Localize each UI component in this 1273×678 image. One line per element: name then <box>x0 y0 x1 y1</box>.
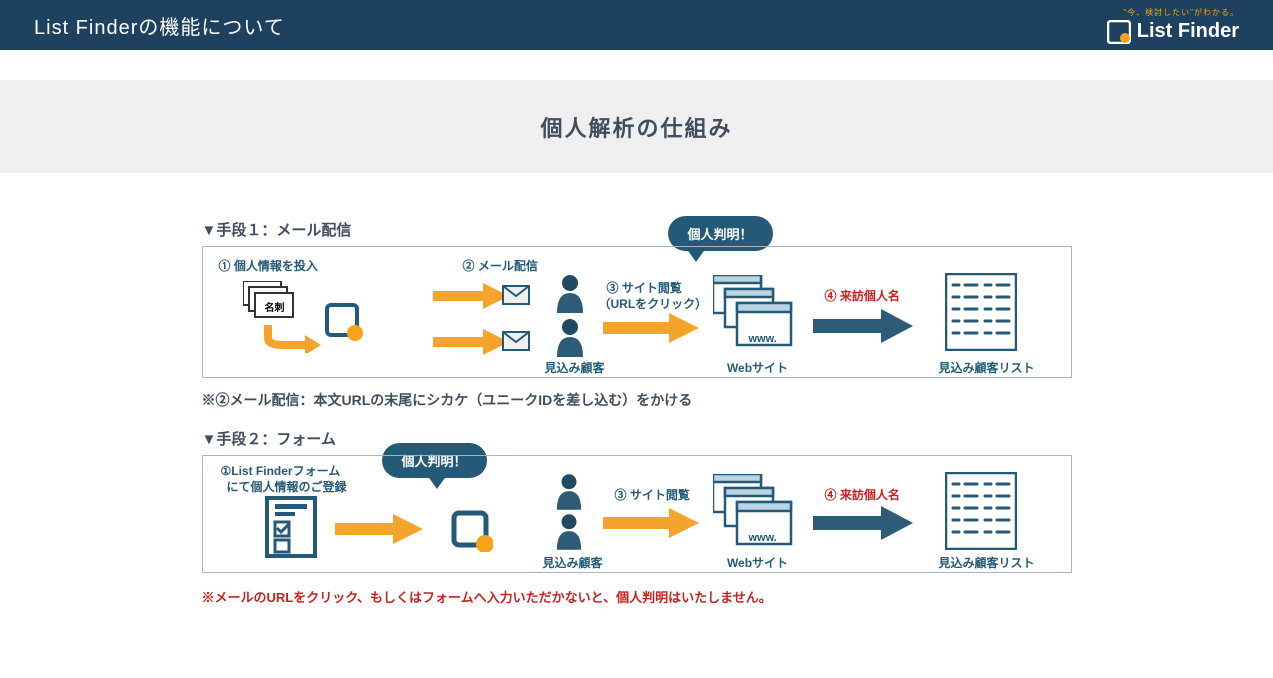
person-icon <box>555 319 585 357</box>
m1-step3a: ③ サイト閲覧 <box>607 279 682 296</box>
method2-title: ▼手段２：フォーム <box>202 428 1072 449</box>
mail-arrow-2-icon <box>433 327 533 357</box>
m2-cap-list: 見込み顧客リスト <box>927 554 1047 571</box>
mail-arrow-1-icon <box>433 281 533 311</box>
m1-cap-customers: 見込み顧客 <box>535 359 615 376</box>
m2-cap-customers: 見込み顧客 <box>533 554 613 571</box>
m2-step1b: にて個人情報のご登録 <box>227 478 347 495</box>
arrow-right-icon <box>603 313 699 343</box>
person-icon <box>555 514 583 550</box>
m2-step1a: ①List Finderフォーム <box>221 462 341 479</box>
m1-step1-label: ① 個人情報を投入 <box>219 257 318 274</box>
m2-step3: ③ サイト閲覧 <box>615 486 690 503</box>
method1-flowbox: ① 個人情報を投入 名刺 ② メール配信 <box>202 246 1072 378</box>
method2-flowbox: ①List Finderフォーム にて個人情報のご登録 <box>202 455 1072 573</box>
brand-tagline: "今、検討したい"がわかる。 <box>1123 7 1239 18</box>
lf-square-icon <box>325 303 363 341</box>
callout-1-text: 個人判明！ <box>688 227 753 242</box>
m1-step3b: （URLをクリック） <box>599 295 708 312</box>
m2-step4: ④ 来訪個人名 <box>825 486 900 503</box>
person-icon <box>555 275 585 313</box>
content: ▼手段１：メール配信 個人判明！ ① 個人情報を投入 名刺 ② メール配信 <box>202 219 1072 606</box>
brand-icon <box>1107 20 1131 44</box>
section-title-bar: 個人解析の仕組み <box>0 80 1273 173</box>
m1-step2-label: ② メール配信 <box>463 257 538 274</box>
m1-card-label: 名刺 <box>265 299 285 314</box>
arrow-right-icon <box>603 508 699 538</box>
brand-text: List Finder <box>1137 20 1239 43</box>
arrow-right-icon <box>335 514 423 544</box>
method1-title: ▼手段１：メール配信 <box>202 219 1072 240</box>
arrow-right-blue-icon <box>813 506 913 540</box>
arrow-right-blue-icon <box>813 309 913 343</box>
m2-cap-website: Webサイト <box>713 554 803 571</box>
header: List Finderの機能について "今、検討したい"がわかる。 List F… <box>0 0 1273 50</box>
m1-cap-website: Webサイト <box>713 359 803 376</box>
brand: "今、検討したい"がわかる。 List Finder <box>1107 7 1239 44</box>
m1-cap-list: 見込み顧客リスト <box>927 359 1047 376</box>
curved-arrow-icon <box>263 323 323 353</box>
m1-www: www. <box>749 333 777 345</box>
m1-note: ※②メール配信：本文URLの末尾にシカケ（ユニークIDを差し込む）をかける <box>202 390 1072 410</box>
m2-www: www. <box>749 532 777 544</box>
footnote: ※メールのURLをクリック、もしくはフォームへ入力いただかないと、個人判明はいた… <box>202 587 1072 606</box>
form-icon <box>265 496 317 558</box>
section-title: 個人解析の仕組み <box>540 111 732 143</box>
lf-square-icon <box>451 510 493 552</box>
person-icon <box>555 474 583 510</box>
m1-step4: ④ 来訪個人名 <box>825 287 900 304</box>
list-icon <box>945 472 1017 550</box>
page-title: List Finderの機能について <box>34 11 285 40</box>
list-icon <box>945 273 1017 351</box>
